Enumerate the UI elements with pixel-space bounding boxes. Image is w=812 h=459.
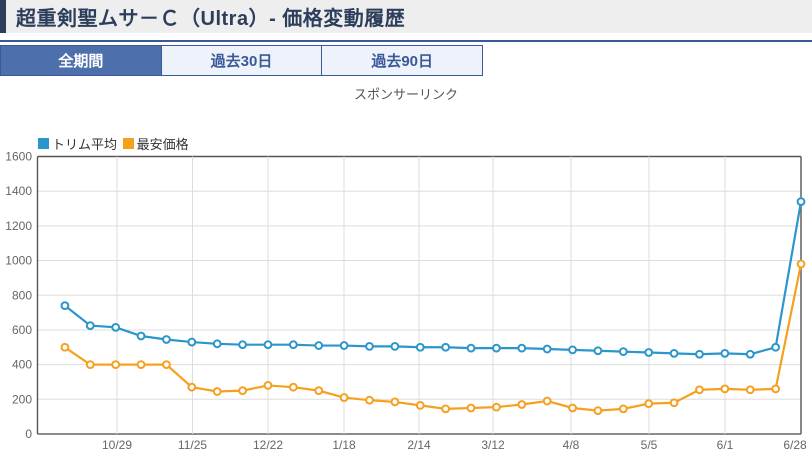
- svg-text:1600: 1600: [5, 150, 32, 164]
- svg-text:5/5: 5/5: [641, 438, 658, 450]
- svg-text:4/8: 4/8: [563, 438, 580, 450]
- svg-text:6/1: 6/1: [717, 438, 734, 450]
- svg-text:10/29: 10/29: [102, 438, 132, 450]
- svg-text:6/28: 6/28: [783, 438, 807, 450]
- svg-text:0: 0: [25, 427, 32, 441]
- svg-text:1400: 1400: [5, 184, 32, 198]
- svg-text:12/22: 12/22: [253, 438, 283, 450]
- svg-text:11/25: 11/25: [178, 438, 207, 450]
- svg-text:1000: 1000: [5, 254, 32, 268]
- svg-text:600: 600: [12, 323, 32, 337]
- svg-text:200: 200: [12, 392, 32, 406]
- svg-text:800: 800: [12, 288, 32, 302]
- svg-text:2/14: 2/14: [407, 438, 431, 450]
- svg-text:1200: 1200: [5, 219, 32, 233]
- svg-text:400: 400: [12, 358, 32, 372]
- svg-text:1/18: 1/18: [332, 438, 356, 450]
- svg-text:3/12: 3/12: [481, 438, 505, 450]
